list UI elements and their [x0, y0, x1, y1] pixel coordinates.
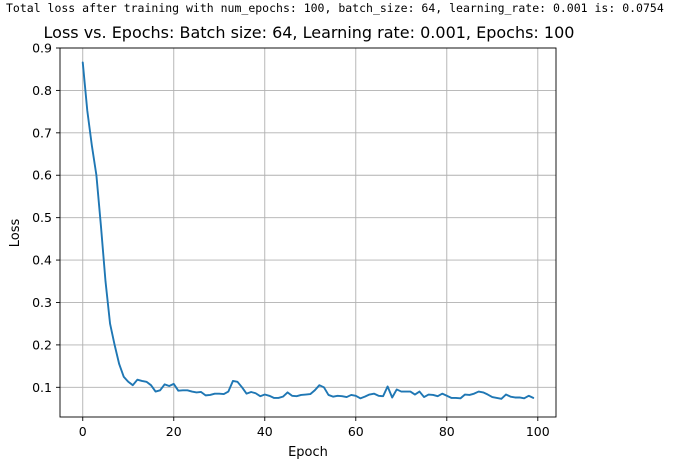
- y-tick-label: 0.6: [32, 168, 52, 183]
- x-tick-label: 40: [257, 424, 273, 439]
- axes-frame: [59, 47, 557, 418]
- axis-ticks: [56, 47, 539, 421]
- x-tick-label: 80: [439, 424, 455, 439]
- y-tick-label: 0.4: [32, 253, 52, 268]
- series-layer: [81, 61, 535, 400]
- y-tick-label: 0.1: [32, 380, 52, 395]
- y-tick-label: 0.9: [32, 41, 52, 56]
- x-tick-labels: 0 20 40 60 80 100: [79, 424, 550, 439]
- y-tick-label: 0.3: [32, 295, 52, 310]
- y-tick-label: 0.7: [32, 125, 52, 140]
- y-tick-label: 0.8: [32, 83, 52, 98]
- x-axis-label: Epoch: [288, 445, 328, 460]
- x-tick-label: 20: [166, 424, 182, 439]
- grid-lines: [60, 47, 556, 417]
- loss-series-line: [81, 61, 535, 400]
- chart-title: Loss vs. Epochs: Batch size: 64, Learnin…: [44, 23, 575, 42]
- console-output-text: Total loss after training with num_epoch…: [6, 1, 664, 15]
- y-axis-label: Loss: [8, 219, 23, 248]
- x-tick-label: 100: [526, 424, 550, 439]
- y-tick-label: 0.2: [32, 337, 52, 352]
- x-tick-label: 60: [348, 424, 364, 439]
- y-tick-labels: 0.1 0.2 0.3 0.4 0.5 0.6 0.7 0.8 0.9: [32, 41, 52, 395]
- y-tick-label: 0.5: [32, 210, 52, 225]
- x-tick-label: 0: [79, 424, 87, 439]
